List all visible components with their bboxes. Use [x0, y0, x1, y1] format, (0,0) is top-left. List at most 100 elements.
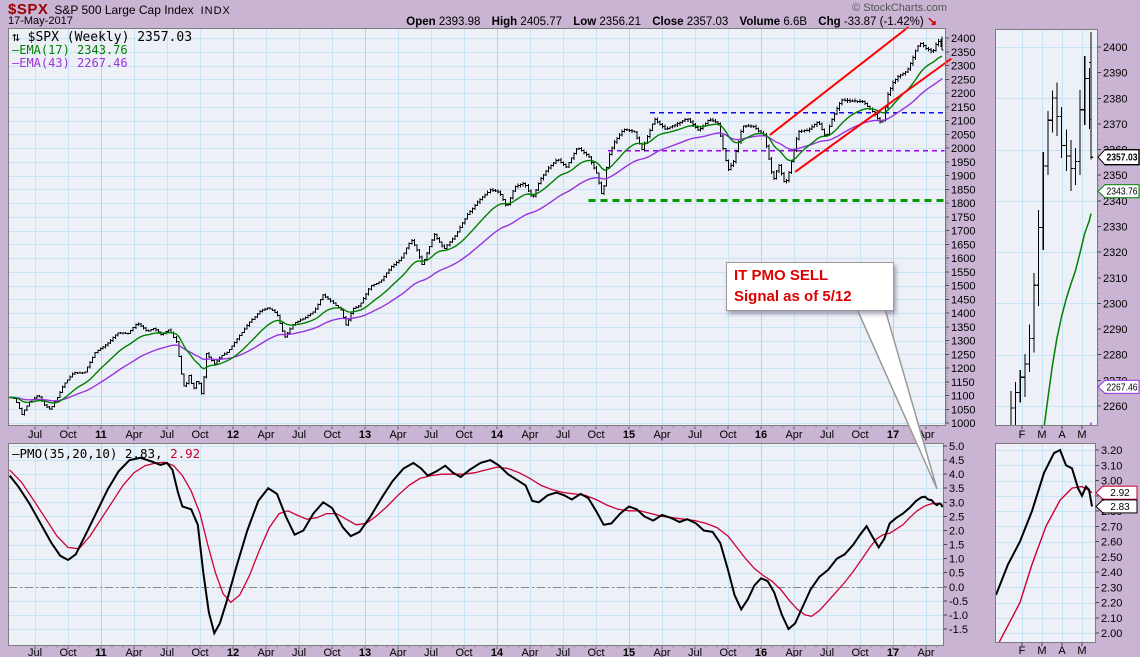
ema17-legend-label: EMA(17) 2343.76 [19, 43, 128, 57]
svg-text:2350: 2350 [951, 47, 975, 59]
svg-text:2400: 2400 [951, 33, 975, 45]
svg-text:15: 15 [623, 429, 635, 441]
svg-text:2250: 2250 [951, 74, 975, 86]
svg-text:Apr: Apr [653, 429, 670, 441]
svg-text:1800: 1800 [951, 198, 975, 210]
svg-text:12: 12 [227, 647, 239, 657]
svg-text:13: 13 [359, 647, 371, 657]
svg-text:2.60: 2.60 [1101, 537, 1122, 549]
pmo-legend: —PMO(35,20,10) 2.83, 2.92 [12, 446, 200, 461]
svg-text:Apr: Apr [653, 647, 670, 657]
svg-text:11: 11 [95, 429, 107, 441]
svg-text:Apr: Apr [125, 429, 142, 441]
svg-text:2357.03: 2357.03 [1107, 152, 1138, 164]
chart-header: $SPX S&P 500 Large Cap Index INDX [8, 1, 231, 19]
svg-text:3.20: 3.20 [1101, 445, 1122, 457]
high-value: 2405.77 [520, 16, 562, 28]
symbol: $SPX [8, 1, 49, 18]
svg-text:Oct: Oct [455, 647, 472, 657]
svg-text:1650: 1650 [951, 239, 975, 251]
low-label: Low [573, 16, 597, 28]
svg-text:Apr: Apr [257, 429, 274, 441]
svg-text:14: 14 [491, 429, 504, 441]
ema17-swatch-icon: — [12, 43, 20, 57]
svg-text:0.0: 0.0 [949, 582, 964, 594]
svg-text:Jul: Jul [160, 647, 174, 657]
pmo-swatch-icon: — [12, 446, 20, 461]
svg-text:Oct: Oct [851, 429, 868, 441]
svg-text:Jul: Jul [556, 647, 570, 657]
svg-text:2.30: 2.30 [1101, 582, 1122, 594]
svg-text:1350: 1350 [951, 322, 975, 334]
annotation-callout: IT PMO SELL Signal as of 5/12 [726, 262, 894, 311]
svg-text:A: A [1058, 429, 1066, 441]
index-name: S&P 500 Large Cap Index [54, 3, 194, 17]
svg-text:16: 16 [755, 429, 767, 441]
svg-text:2.70: 2.70 [1101, 521, 1122, 533]
svg-text:2100: 2100 [951, 116, 975, 128]
svg-text:4.0: 4.0 [949, 469, 964, 481]
svg-text:17: 17 [887, 647, 899, 657]
svg-text:Oct: Oct [719, 429, 736, 441]
annotation-line2: Signal as of 5/12 [734, 288, 852, 305]
svg-text:Jul: Jul [28, 647, 42, 657]
svg-text:Oct: Oct [851, 647, 868, 657]
svg-text:Oct: Oct [587, 429, 604, 441]
svg-text:2.5: 2.5 [949, 511, 964, 523]
svg-text:Apr: Apr [785, 647, 802, 657]
svg-text:2.83: 2.83 [1110, 502, 1130, 513]
svg-text:M: M [1077, 429, 1086, 441]
svg-text:Oct: Oct [191, 647, 208, 657]
high-label: High [491, 16, 518, 28]
close-value: 2357.03 [686, 16, 729, 28]
svg-text:Jul: Jul [688, 429, 702, 441]
svg-text:2330: 2330 [1103, 222, 1127, 234]
svg-text:5.0: 5.0 [949, 441, 964, 453]
svg-text:2340: 2340 [1103, 196, 1127, 208]
svg-text:1550: 1550 [951, 267, 975, 279]
svg-text:2350: 2350 [1103, 170, 1127, 182]
copyright: © StockCharts.com [852, 2, 947, 14]
svg-text:13: 13 [359, 429, 371, 441]
svg-text:16: 16 [755, 647, 767, 657]
svg-text:M: M [1077, 645, 1086, 657]
svg-text:3.5: 3.5 [949, 483, 964, 495]
svg-text:1150: 1150 [951, 377, 975, 389]
pmo-signal-value: 2.92 [170, 446, 201, 461]
svg-text:Oct: Oct [323, 429, 340, 441]
svg-text:17: 17 [887, 429, 899, 441]
svg-text:2.00: 2.00 [1101, 628, 1122, 640]
svg-text:Jul: Jul [28, 429, 42, 441]
svg-text:2320: 2320 [1103, 247, 1127, 259]
svg-text:1100: 1100 [951, 391, 975, 403]
svg-text:Apr: Apr [257, 647, 274, 657]
svg-text:Apr: Apr [917, 647, 934, 657]
svg-text:2200: 2200 [951, 88, 975, 100]
pmo-legend-label: PMO(35,20,10) 2.83, [19, 446, 163, 461]
svg-text:3.10: 3.10 [1101, 460, 1122, 472]
svg-text:2.20: 2.20 [1101, 598, 1122, 610]
svg-text:Jul: Jul [292, 647, 306, 657]
svg-text:1200: 1200 [951, 363, 975, 375]
svg-text:1950: 1950 [951, 157, 975, 169]
svg-text:Jul: Jul [820, 429, 834, 441]
annotation-line1: IT PMO SELL [734, 267, 829, 284]
svg-text:Oct: Oct [719, 647, 736, 657]
svg-text:1850: 1850 [951, 184, 975, 196]
svg-text:M: M [1037, 429, 1046, 441]
svg-text:2.92: 2.92 [1110, 488, 1130, 499]
svg-text:14: 14 [491, 647, 504, 657]
svg-text:Apr: Apr [389, 647, 406, 657]
svg-text:Jul: Jul [292, 429, 306, 441]
svg-text:2267.46: 2267.46 [1107, 382, 1138, 393]
chg-label: Chg [818, 16, 841, 28]
ema43-swatch-icon: — [12, 56, 20, 70]
svg-text:2310: 2310 [1103, 273, 1127, 285]
svg-text:Oct: Oct [59, 429, 76, 441]
svg-text:Apr: Apr [389, 429, 406, 441]
svg-text:Apr: Apr [521, 429, 538, 441]
chg-value: -33.87 (-1.42%) [843, 16, 924, 28]
svg-text:Oct: Oct [191, 429, 208, 441]
svg-text:Jul: Jul [556, 429, 570, 441]
